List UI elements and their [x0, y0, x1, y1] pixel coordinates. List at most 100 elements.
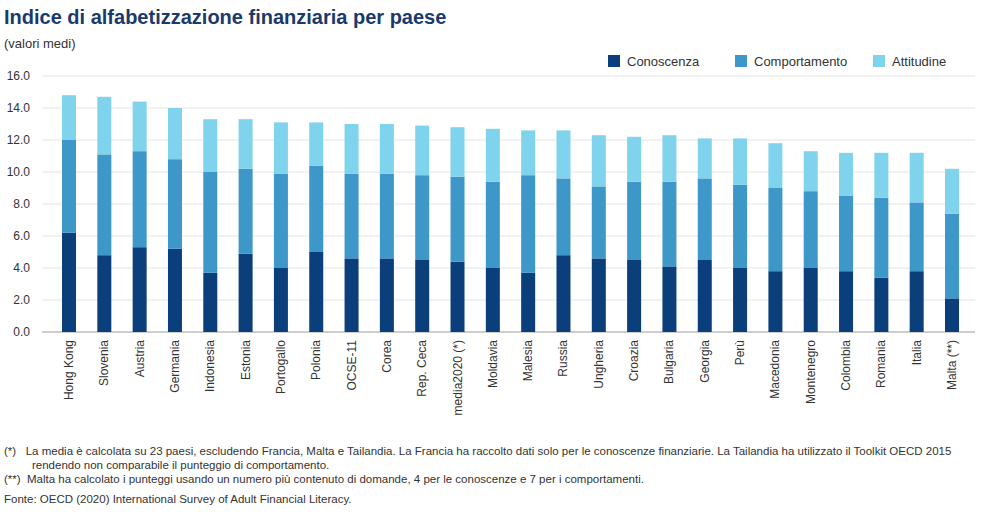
bar-segment: [592, 135, 606, 186]
bar-segment: [415, 126, 429, 176]
bar-segment: [556, 255, 570, 332]
bar-segment: [804, 151, 818, 191]
x-tick-label: OCSE-11: [345, 340, 359, 391]
x-tick-label: Montenegro: [804, 340, 818, 404]
x-tick-label: Estonia: [239, 340, 253, 380]
x-tick-label: Slovenia: [97, 340, 111, 386]
legend-label: Comportamento: [754, 54, 847, 69]
y-tick-label: 6.0: [13, 229, 30, 243]
bar-segment: [662, 135, 676, 181]
bar-segment: [521, 273, 535, 332]
x-tick-label: Rep. Ceca: [415, 340, 429, 397]
legend-swatch: [873, 55, 885, 67]
bar-segment: [733, 185, 747, 268]
bar-segment: [274, 122, 288, 173]
bar-segment: [698, 178, 712, 260]
bar-segment: [662, 266, 676, 332]
y-tick-label: 2.0: [13, 293, 30, 307]
bar-segment: [239, 119, 253, 169]
bar-segment: [874, 198, 888, 278]
y-tick-label: 12.0: [7, 133, 31, 147]
bar-segment: [274, 174, 288, 268]
bar-segment: [203, 119, 217, 172]
bar-segment: [133, 247, 147, 332]
bar-segment: [415, 260, 429, 332]
legend-label: Attitudine: [892, 54, 946, 69]
title: Indice di alfabetizzazione finanziaria p…: [4, 6, 446, 28]
bar-segment: [309, 252, 323, 332]
bar-segment: [309, 122, 323, 165]
bar-segment: [168, 108, 182, 159]
bar-segment: [97, 97, 111, 155]
bar-segment: [874, 278, 888, 332]
x-tick-label: Hong Kong: [62, 340, 76, 400]
bar-segment: [97, 255, 111, 332]
bar-segment: [380, 258, 394, 332]
y-tick-label: 14.0: [7, 101, 31, 115]
bar-segment: [345, 258, 359, 332]
x-tick-label: Colombia: [839, 340, 853, 391]
bar-segment: [804, 191, 818, 268]
bar-segment: [521, 130, 535, 175]
x-tick-label: Portogallo: [274, 340, 288, 394]
x-tick-label: Indonesia: [203, 340, 217, 392]
x-tick-label: Georgia: [698, 340, 712, 383]
bar-segment: [910, 271, 924, 332]
bar-segment: [415, 175, 429, 260]
chart: Indice di alfabetizzazione finanziaria p…: [0, 0, 996, 440]
legend-swatch: [608, 55, 620, 67]
bar-segment: [133, 151, 147, 247]
bar-segment: [486, 182, 500, 268]
bar-segment: [698, 138, 712, 178]
bar-segment: [486, 268, 500, 332]
bar-segment: [768, 143, 782, 188]
bar-segment: [945, 169, 959, 214]
bar-segment: [239, 254, 253, 332]
y-tick-label: 0.0: [13, 325, 30, 339]
y-tick-label: 8.0: [13, 197, 30, 211]
bar-segment: [203, 172, 217, 273]
legend-swatch: [735, 55, 747, 67]
bar-segment: [556, 178, 570, 255]
bar-segment: [910, 153, 924, 203]
bar-segment: [451, 262, 465, 332]
x-tick-label: Corea: [380, 340, 394, 373]
x-tick-label: Perù: [733, 340, 747, 365]
bar-segment: [380, 124, 394, 174]
footnote: (*) La media è calcolata su 23 paesi, es…: [4, 444, 982, 472]
bar-segment: [804, 268, 818, 332]
bar-segment: [733, 268, 747, 332]
grid-line: [42, 76, 975, 77]
x-tick-label: Ungheria: [592, 340, 606, 389]
bar-segment: [62, 233, 76, 332]
x-tick-label: Macedonia: [768, 340, 782, 399]
bar-segment: [345, 124, 359, 174]
x-tick-label: media2020 (*): [451, 340, 465, 415]
x-tick-label: Polonia: [309, 340, 323, 380]
x-tick-label: Russia: [556, 340, 570, 377]
bar-segment: [627, 182, 641, 260]
x-tick-label: Romania: [874, 340, 888, 388]
bar-segment: [768, 271, 782, 332]
x-tick-label: Moldavia: [486, 340, 500, 388]
bar-segment: [698, 260, 712, 332]
bar-segment: [451, 177, 465, 262]
legend-label: Conoscenza: [627, 54, 700, 69]
bar-segment: [945, 214, 959, 299]
bar-segment: [768, 188, 782, 271]
x-tick-label: Bulgaria: [662, 340, 676, 384]
bar-segment: [839, 196, 853, 271]
bar-segment: [627, 137, 641, 182]
bar-segment: [168, 159, 182, 249]
bar-segment: [62, 95, 76, 140]
bar-segment: [168, 249, 182, 332]
x-tick-label: Croazia: [627, 340, 641, 382]
y-tick-label: 16.0: [7, 69, 31, 83]
source: Fonte: OECD (2020) International Survey …: [4, 493, 352, 505]
bar-segment: [733, 138, 747, 184]
bar-segment: [592, 186, 606, 258]
bar-segment: [592, 258, 606, 332]
bar-segment: [627, 260, 641, 332]
bar-segment: [486, 129, 500, 182]
x-tick-label: Malesia: [521, 340, 535, 382]
